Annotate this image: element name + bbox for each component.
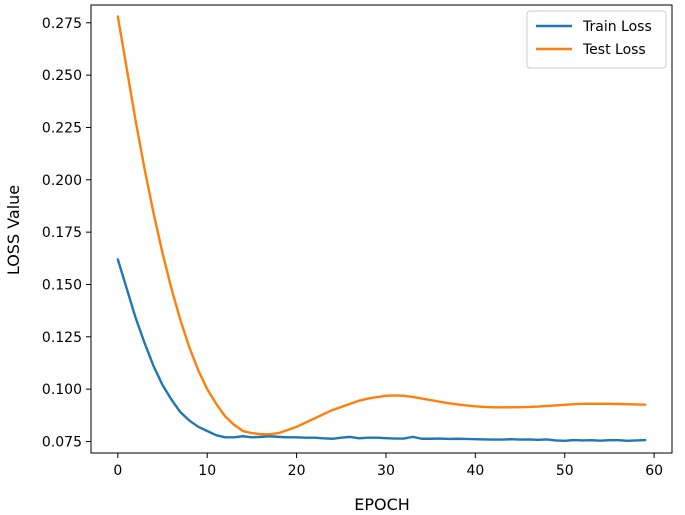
y-tick-label: 0.075 [42, 434, 82, 450]
y-tick-label: 0.175 [42, 225, 82, 241]
x-tick-label: 50 [556, 463, 574, 479]
x-axis: 0 10 20 30 40 50 60 [113, 453, 663, 479]
y-tick-label: 0.100 [42, 382, 82, 398]
x-tick-label: 30 [377, 463, 395, 479]
y-tick-label: 0.225 [42, 120, 82, 136]
legend: Train Loss Test Loss [526, 10, 667, 69]
y-tick-label: 0.150 [42, 277, 82, 293]
series-line-test-loss [116, 15, 647, 436]
y-tick-label: 0.125 [42, 330, 82, 346]
series-line-train-loss [116, 258, 647, 443]
x-tick-label: 20 [288, 463, 306, 479]
y-axis: 0.075 0.100 0.125 0.150 0.175 0.200 0.225 0.250… [42, 16, 91, 450]
x-tick-label: 40 [466, 463, 484, 479]
series-layer [116, 15, 647, 443]
x-axis-label: EPOCH [354, 495, 410, 514]
x-tick-label: 10 [198, 463, 216, 479]
x-tick-label: 0 [113, 463, 122, 479]
legend-entry: Test Loss [582, 42, 646, 58]
y-axis-label: LOSS Value [4, 185, 23, 275]
y-tick-label: 0.250 [42, 68, 82, 84]
legend-entry: Train Loss [582, 19, 652, 35]
y-tick-label: 0.200 [42, 173, 82, 189]
plot-frame [90, 4, 673, 454]
x-tick-label: 60 [645, 463, 663, 479]
y-tick-label: 0.275 [42, 16, 82, 32]
